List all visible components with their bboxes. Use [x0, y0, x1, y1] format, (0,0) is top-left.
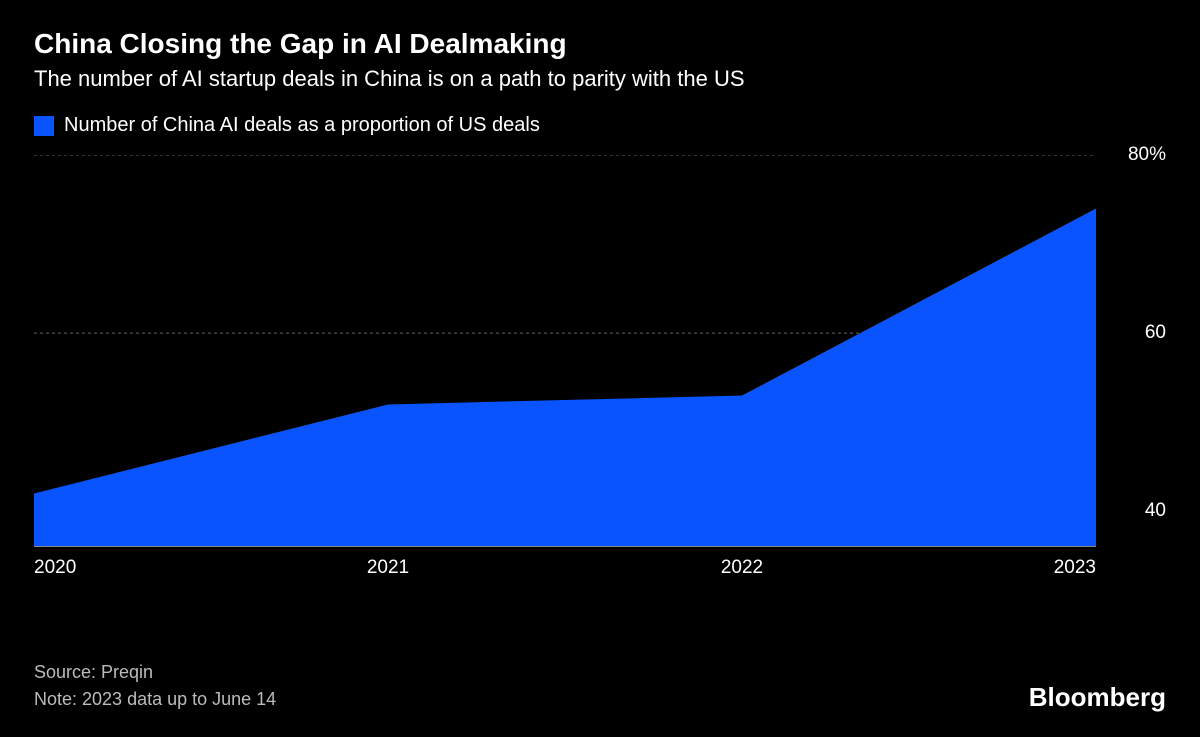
source-text: Source: Preqin — [34, 659, 276, 686]
area-svg — [34, 155, 1096, 547]
note-text: Note: 2023 data up to June 14 — [34, 686, 276, 713]
x-tick-label: 2023 — [1054, 557, 1096, 579]
legend-swatch — [34, 116, 54, 136]
x-tick-label: 2020 — [34, 557, 76, 579]
legend: Number of China AI deals as a proportion… — [34, 114, 1166, 137]
x-tick-label: 2022 — [721, 557, 763, 579]
y-tick-label: 80% — [1106, 144, 1166, 166]
chart-subtitle: The number of AI startup deals in China … — [34, 66, 1166, 92]
brand-text: Bloomberg — [1029, 682, 1166, 713]
x-tick-label: 2021 — [367, 557, 409, 579]
plot-area — [34, 155, 1096, 547]
chart-title: China Closing the Gap in AI Dealmaking — [34, 28, 1166, 60]
chart-footer: Source: Preqin Note: 2023 data up to Jun… — [34, 659, 1166, 713]
y-tick-label: 40 — [1106, 500, 1166, 522]
y-tick-label: 60 — [1106, 322, 1166, 344]
x-axis-line — [34, 546, 1096, 547]
legend-label: Number of China AI deals as a proportion… — [64, 114, 540, 137]
chart-area: 406080% 2020202120222023 — [34, 155, 1166, 587]
